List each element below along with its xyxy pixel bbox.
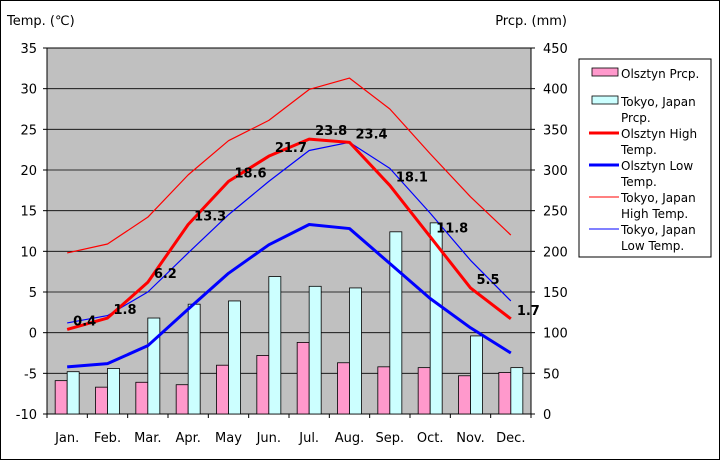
right-tick-label: 0 [543, 408, 551, 423]
data-label: 18.6 [235, 166, 267, 181]
prcp-bar [256, 355, 270, 415]
right-tick-label: 50 [543, 367, 560, 382]
x-tick-label: Nov. [456, 431, 485, 446]
left-tick-label: -5 [24, 367, 37, 382]
left-tick-label: 35 [20, 42, 37, 57]
legend-label: Olsztyn Prcp. [621, 67, 699, 81]
prcp-bar [498, 372, 512, 415]
data-label: 13.3 [194, 209, 226, 224]
data-label: 18.1 [396, 170, 428, 185]
x-tick-label: Mar. [134, 431, 161, 446]
legend-box [578, 58, 712, 258]
x-tick-label: Sep. [376, 431, 405, 446]
temp-line [67, 141, 512, 324]
temp-line [66, 137, 512, 331]
prcp-bar [175, 384, 189, 415]
x-tick-label: Aug. [335, 431, 365, 446]
left-tick-label: 5 [29, 286, 37, 301]
left-tick-label: 10 [20, 245, 37, 260]
data-label: 11.8 [436, 222, 468, 237]
legend-label: Temp. [620, 175, 657, 189]
x-tick-label: Dec. [496, 431, 525, 446]
legend-label: Olsztyn High [621, 127, 697, 141]
x-tick-label: Oct. [417, 431, 444, 446]
right-tick-label: 200 [543, 245, 568, 260]
left-tick-label: 20 [20, 164, 37, 179]
temp-line [67, 77, 512, 254]
prcp-bar [135, 381, 149, 415]
right-tick-label: 400 [543, 83, 568, 98]
prcp-bar [95, 386, 108, 415]
data-label: 23.8 [315, 124, 347, 139]
prcp-bar [389, 231, 403, 415]
x-tick-label: Jul. [298, 431, 319, 446]
prcp-bar [296, 342, 310, 415]
prcp-bar [458, 375, 471, 415]
data-label: 1.8 [114, 303, 137, 318]
x-tick-label: Apr. [175, 431, 200, 446]
prcp-bar [510, 367, 524, 415]
data-label: 23.4 [356, 127, 388, 142]
prcp-bar [54, 380, 68, 415]
prcp-bar [377, 366, 391, 415]
left-tick-label: 30 [20, 83, 37, 98]
legend-label: Olsztyn Low [621, 159, 693, 173]
right-tick-label: 300 [543, 164, 568, 179]
legend-label: Tokyo, Japan [620, 223, 696, 237]
prcp-bar [268, 276, 282, 415]
legend-label: Tokyo, Japan [620, 95, 696, 109]
data-label: 21.7 [275, 141, 307, 156]
left-tick-label: -10 [16, 408, 37, 423]
x-tick-label: Jun. [256, 431, 281, 446]
right-axis-title: Prcp. (mm) [495, 14, 567, 29]
legend-swatch [591, 67, 619, 77]
prcp-bar [417, 367, 431, 415]
right-tick-label: 250 [543, 205, 568, 220]
prcp-bar [66, 371, 80, 415]
data-label: 6.2 [154, 267, 177, 282]
x-tick-label: Jan. [54, 431, 79, 446]
legend-label: Tokyo, Japan [620, 191, 696, 205]
prcp-bar [147, 317, 161, 415]
left-tick-label: 15 [20, 205, 37, 220]
right-tick-label: 350 [543, 123, 568, 138]
prcp-bar [228, 300, 241, 415]
prcp-bar [337, 362, 350, 415]
data-label: 5.5 [477, 273, 500, 288]
data-label: 0.4 [73, 314, 96, 329]
data-label: 1.7 [517, 304, 540, 319]
legend-label: Temp. [620, 143, 657, 157]
right-tick-label: 100 [543, 327, 568, 342]
prcp-bar [187, 303, 201, 415]
prcp-bar [429, 222, 443, 415]
prcp-bar [107, 368, 120, 415]
prcp-bar [470, 335, 483, 415]
prcp-bar [349, 287, 362, 415]
prcp-bar [216, 364, 229, 415]
legend-label: Low Temp. [621, 239, 684, 253]
legend-label: High Temp. [621, 207, 688, 221]
legend-swatch [591, 95, 619, 105]
left-axis-title: Temp. (℃) [6, 14, 75, 29]
x-tick-label: Feb. [94, 431, 121, 446]
left-tick-label: 0 [29, 327, 37, 342]
temp-line [67, 222, 512, 369]
right-tick-label: 150 [543, 286, 568, 301]
prcp-bar [308, 285, 322, 415]
x-tick-label: May [215, 431, 242, 446]
left-tick-label: 25 [20, 123, 37, 138]
right-tick-label: 450 [543, 42, 568, 57]
legend-label: Prcp. [621, 111, 651, 125]
